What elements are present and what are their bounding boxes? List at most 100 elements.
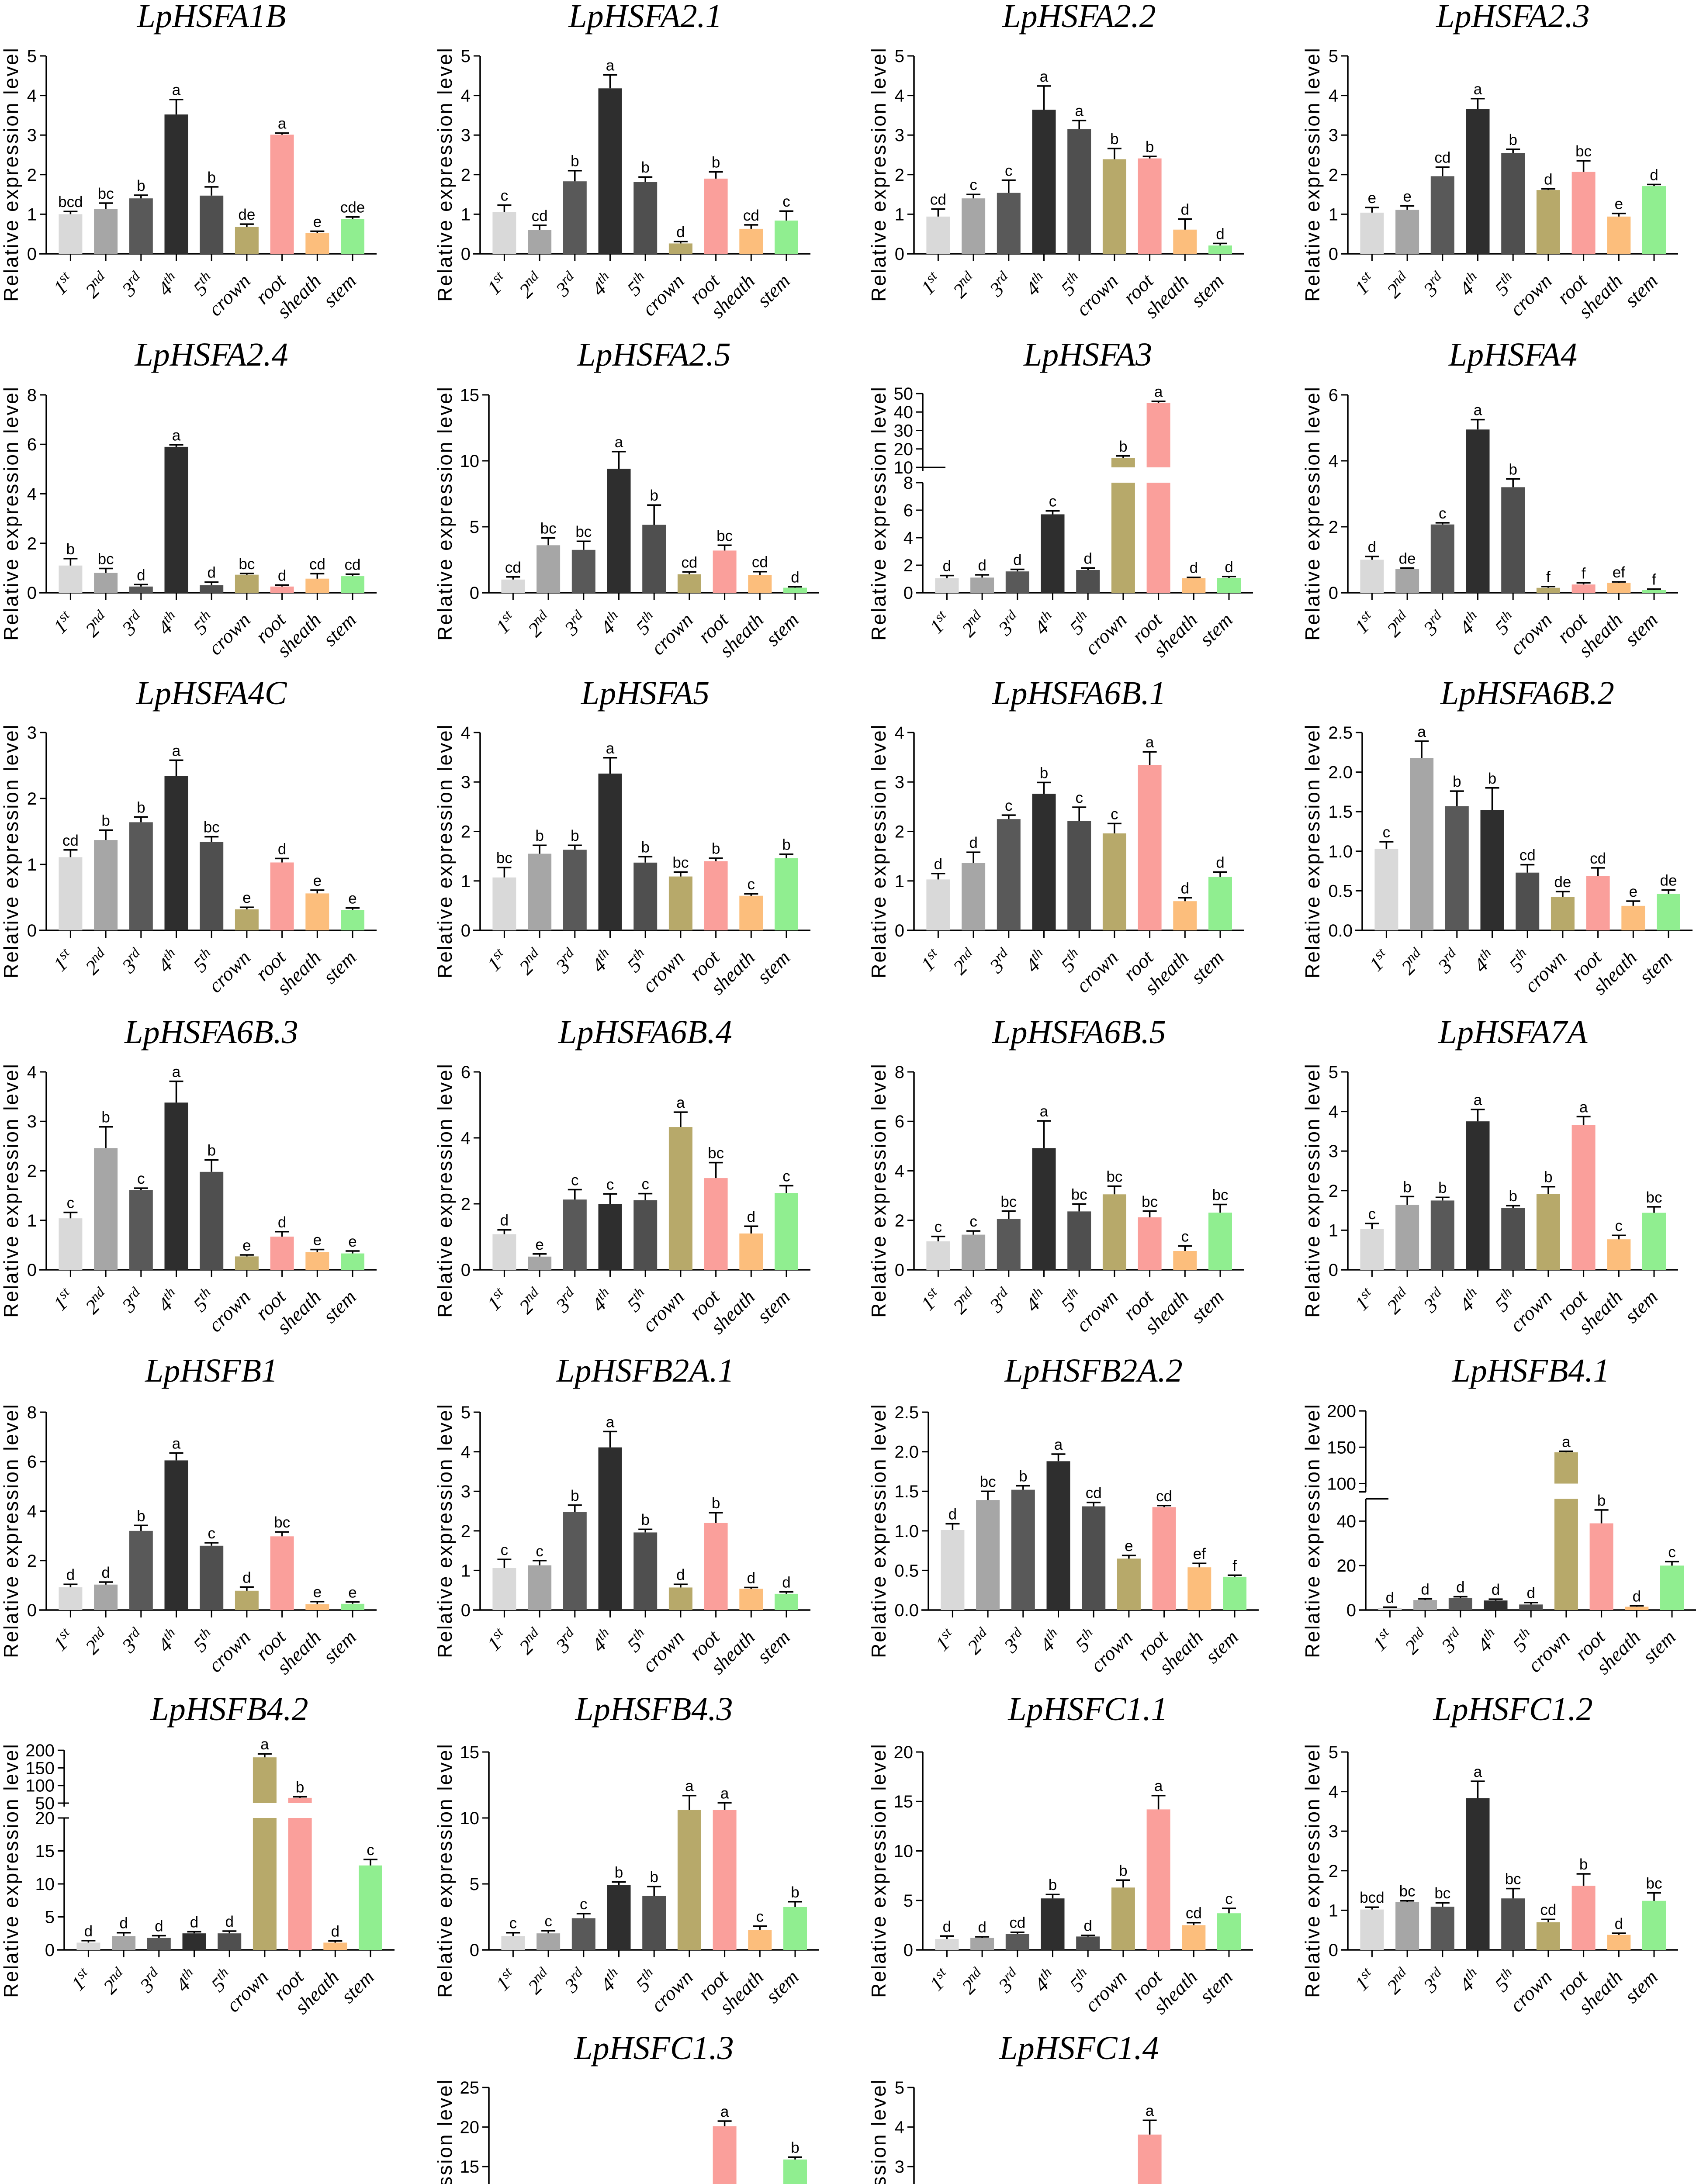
- svg-text:2.0: 2.0: [894, 1443, 919, 1462]
- svg-text:1: 1: [1329, 205, 1338, 224]
- svg-text:e: e: [313, 872, 322, 889]
- svg-text:100: 100: [25, 1776, 55, 1796]
- svg-text:a: a: [685, 1778, 694, 1795]
- svg-text:0: 0: [45, 1941, 55, 1960]
- svg-text:d: d: [331, 1923, 339, 1940]
- svg-text:200: 200: [25, 1741, 55, 1760]
- svg-text:3: 3: [895, 773, 904, 792]
- svg-text:ef: ef: [1193, 1545, 1206, 1562]
- svg-text:1.5: 1.5: [1328, 802, 1353, 822]
- svg-text:40: 40: [1337, 1512, 1357, 1531]
- svg-text:c: c: [606, 1176, 614, 1193]
- svg-text:b: b: [712, 154, 720, 171]
- svg-text:0.0: 0.0: [894, 1601, 919, 1620]
- svg-text:25: 25: [460, 2078, 480, 2098]
- svg-text:b: b: [1579, 1856, 1588, 1873]
- svg-text:d: d: [190, 1914, 198, 1931]
- svg-text:15: 15: [460, 2157, 480, 2177]
- svg-text:a: a: [1054, 1436, 1063, 1453]
- svg-text:LpHSFC1.4: LpHSFC1.4: [999, 2030, 1159, 2067]
- svg-text:4: 4: [1329, 452, 1338, 471]
- svg-text:c: c: [1111, 805, 1118, 822]
- svg-text:d: d: [1190, 560, 1198, 577]
- svg-text:e: e: [313, 1232, 322, 1249]
- svg-text:3: 3: [461, 773, 471, 792]
- svg-text:5: 5: [470, 518, 479, 537]
- svg-text:2: 2: [461, 822, 471, 842]
- svg-text:a: a: [1474, 1763, 1482, 1780]
- svg-text:a: a: [676, 1094, 685, 1111]
- svg-text:a: a: [606, 740, 615, 757]
- svg-text:6: 6: [895, 1112, 904, 1131]
- svg-text:bc: bc: [1071, 1186, 1087, 1203]
- svg-text:4: 4: [903, 529, 913, 548]
- svg-text:3: 3: [1329, 126, 1338, 145]
- svg-text:de: de: [1554, 874, 1571, 891]
- svg-text:4: 4: [461, 723, 471, 743]
- svg-text:c: c: [509, 1915, 517, 1932]
- svg-text:8: 8: [27, 386, 37, 405]
- svg-text:0: 0: [27, 1261, 37, 1280]
- svg-text:a: a: [1154, 1778, 1163, 1795]
- svg-text:bc: bc: [1575, 143, 1592, 160]
- svg-text:6: 6: [27, 1452, 37, 1472]
- svg-text:de: de: [1660, 872, 1677, 889]
- svg-text:1: 1: [27, 855, 37, 874]
- svg-text:c: c: [137, 1170, 145, 1187]
- svg-text:2: 2: [1329, 518, 1338, 537]
- svg-text:c: c: [544, 1913, 552, 1930]
- svg-text:5: 5: [27, 47, 37, 66]
- svg-text:bc: bc: [98, 551, 114, 568]
- svg-text:d: d: [676, 1566, 685, 1583]
- svg-text:de: de: [1399, 550, 1416, 567]
- svg-text:3: 3: [895, 126, 904, 145]
- svg-text:1: 1: [27, 205, 37, 224]
- svg-text:6: 6: [27, 435, 37, 454]
- svg-text:15: 15: [460, 1743, 480, 1762]
- svg-text:5: 5: [903, 1891, 913, 1911]
- svg-text:e: e: [1125, 1538, 1133, 1555]
- svg-text:bc: bc: [1142, 1193, 1158, 1210]
- svg-text:a: a: [720, 1785, 729, 1802]
- svg-text:Relative expression level: Relative expression level: [867, 723, 890, 978]
- svg-text:d: d: [1615, 1915, 1623, 1932]
- svg-text:a: a: [606, 57, 615, 74]
- svg-text:LpHSFC1.2: LpHSFC1.2: [1433, 1691, 1592, 1728]
- svg-text:c: c: [501, 1541, 509, 1559]
- svg-text:LpHSFA2.5: LpHSFA2.5: [577, 336, 730, 373]
- svg-text:cd: cd: [752, 554, 768, 571]
- svg-text:a: a: [1075, 103, 1083, 120]
- svg-text:d: d: [278, 1214, 286, 1231]
- svg-text:1.5: 1.5: [894, 1482, 919, 1501]
- svg-text:a: a: [172, 82, 181, 99]
- svg-text:2: 2: [27, 789, 37, 809]
- svg-text:a: a: [260, 1736, 269, 1753]
- svg-text:a: a: [1040, 1103, 1049, 1120]
- svg-text:150: 150: [1327, 1438, 1356, 1457]
- svg-text:bc: bc: [98, 185, 114, 202]
- svg-text:0: 0: [470, 1941, 479, 1960]
- svg-text:c: c: [1615, 1217, 1623, 1234]
- svg-text:c: c: [1075, 789, 1083, 806]
- svg-text:4: 4: [1329, 1783, 1338, 1802]
- svg-text:cd: cd: [1434, 149, 1450, 166]
- svg-text:b: b: [641, 1511, 649, 1528]
- svg-text:0.5: 0.5: [894, 1561, 919, 1580]
- svg-text:a: a: [1040, 68, 1049, 85]
- svg-text:LpHSFA6B.3: LpHSFA6B.3: [124, 1014, 298, 1051]
- svg-text:3: 3: [27, 723, 37, 743]
- svg-text:cd: cd: [505, 559, 521, 576]
- svg-text:LpHSFA5: LpHSFA5: [581, 675, 710, 712]
- svg-text:c: c: [501, 187, 509, 204]
- svg-text:0: 0: [461, 1261, 471, 1280]
- svg-text:8: 8: [27, 1403, 37, 1422]
- svg-text:c: c: [641, 1176, 649, 1193]
- svg-text:d: d: [1181, 201, 1189, 218]
- svg-text:4: 4: [27, 86, 37, 106]
- svg-text:bc: bc: [274, 1514, 290, 1531]
- svg-text:a: a: [172, 427, 181, 444]
- svg-text:200: 200: [1327, 1402, 1356, 1421]
- svg-text:bc: bc: [496, 850, 512, 867]
- svg-text:0: 0: [27, 245, 37, 264]
- svg-text:a: a: [1579, 1099, 1588, 1116]
